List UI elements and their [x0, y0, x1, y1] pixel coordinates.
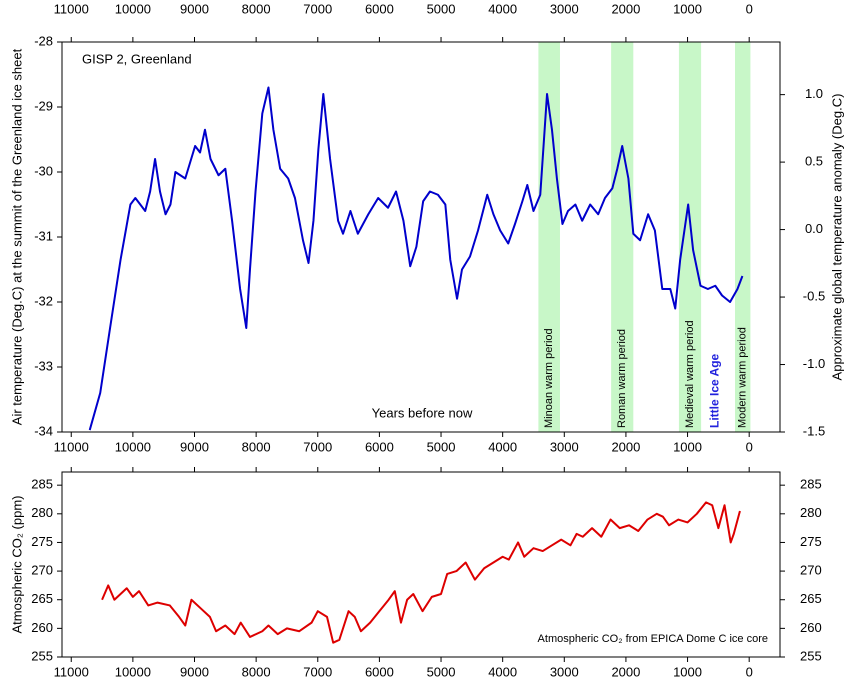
- data-line: [101, 501, 741, 644]
- x-tick-label: 3000: [550, 664, 579, 679]
- y-tick-label: 285: [31, 477, 53, 492]
- annotation: Atmospheric CO₂ from EPICA Dome C ice co…: [538, 633, 768, 645]
- annotation: GISP 2, Greenland: [82, 51, 192, 66]
- y-tick-label: -34: [34, 423, 53, 438]
- x-tick-label: 11000: [54, 439, 89, 454]
- y-axis-label: Atmospheric CO₂ (ppm): [9, 496, 24, 634]
- y-tick-label: -31: [34, 228, 53, 243]
- y2-tick-label: 1.0: [805, 86, 823, 101]
- y2-axis-label: Approximate global temperature anomaly (…: [829, 94, 844, 381]
- y-tick-label-right: 255: [800, 648, 822, 663]
- x-tick-label: 10000: [115, 1, 151, 16]
- x-tick-label: 8000: [242, 664, 271, 679]
- x-tick-label: 4000: [488, 439, 517, 454]
- y-tick-label-right: 260: [800, 620, 822, 635]
- y-tick-label: -32: [34, 293, 53, 308]
- data-line: [88, 86, 744, 431]
- period-label: Medieval warm period: [684, 320, 696, 428]
- y-axis-label: Air temperature (Deg.C) at the summit of…: [9, 48, 24, 425]
- y-tick-label: 275: [31, 534, 53, 549]
- x-tick-label: 6000: [365, 664, 394, 679]
- y-tick-label-right: 280: [800, 505, 822, 520]
- x-tick-label: 0: [746, 1, 753, 16]
- x-tick-label: 9000: [180, 1, 209, 16]
- y-tick-label: 270: [31, 563, 53, 578]
- x-tick-label: 10000: [115, 664, 151, 679]
- x-tick-label: 4000: [488, 664, 517, 679]
- y-tick-label-right: 270: [800, 563, 822, 578]
- y-tick-label-right: 285: [800, 477, 822, 492]
- period-band: [735, 42, 751, 432]
- period-label: Modern warm period: [737, 327, 749, 428]
- x-tick-label: 4000: [488, 1, 517, 16]
- y2-tick-label: -0.5: [803, 288, 825, 303]
- x-tick-label: 2000: [611, 439, 640, 454]
- y-tick-label: -29: [34, 98, 53, 113]
- x-tick-label: 2000: [611, 664, 640, 679]
- x-tick-label: 1000: [673, 439, 702, 454]
- y-tick-label: -33: [34, 358, 53, 373]
- y-tick-label: 255: [31, 648, 53, 663]
- x-tick-label: 3000: [550, 1, 579, 16]
- period-label: Little Ice Age: [707, 353, 721, 428]
- y-tick-label: 260: [31, 620, 53, 635]
- x-tick-label: 11000: [54, 664, 89, 679]
- y2-tick-label: -1.0: [803, 356, 825, 371]
- period-label: Roman warm period: [616, 329, 628, 428]
- x-tick-label: 5000: [427, 439, 456, 454]
- x-tick-label: 8000: [242, 439, 271, 454]
- x-tick-label: 10000: [115, 439, 151, 454]
- x-tick-label: 11000: [54, 1, 89, 16]
- x-tick-label: 7000: [303, 439, 332, 454]
- x-tick-label: 7000: [303, 664, 332, 679]
- y2-tick-label: 0.5: [805, 154, 823, 169]
- x-tick-label: 3000: [550, 439, 579, 454]
- x-tick-label: 0: [746, 664, 753, 679]
- x-tick-label: 1000: [673, 664, 702, 679]
- x-tick-label: 9000: [180, 439, 209, 454]
- y-tick-label-right: 265: [800, 591, 822, 606]
- x-tick-label: 5000: [427, 664, 456, 679]
- x-tick-label: 2000: [611, 1, 640, 16]
- y-tick-label: -30: [34, 163, 53, 178]
- x-tick-label: 0: [746, 439, 753, 454]
- x-tick-label: 6000: [365, 439, 394, 454]
- x-tick-label: 1000: [673, 1, 702, 16]
- x-tick-label: 6000: [365, 1, 394, 16]
- x-tick-label: 9000: [180, 664, 209, 679]
- x-tick-label: 5000: [427, 1, 456, 16]
- period-label: Minoan warm period: [543, 328, 555, 428]
- y2-tick-label: 0.0: [805, 221, 823, 236]
- period-band: [611, 42, 634, 432]
- y-tick-label-right: 275: [800, 534, 822, 549]
- plot-frame: [61, 471, 781, 658]
- y2-tick-label: -1.5: [803, 423, 825, 438]
- y-tick-label: -28: [34, 33, 53, 48]
- y-tick-label: 265: [31, 591, 53, 606]
- plot-frame: [61, 41, 781, 433]
- period-band: [678, 42, 702, 432]
- x-axis-label: Years before now: [372, 405, 473, 420]
- x-tick-label: 7000: [303, 1, 332, 16]
- y-tick-label: 280: [31, 505, 53, 520]
- x-tick-label: 8000: [242, 1, 271, 16]
